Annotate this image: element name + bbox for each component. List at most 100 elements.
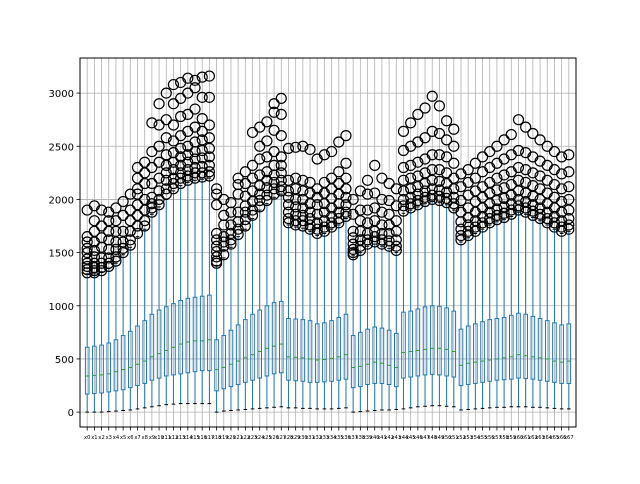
box-x27 [275,92,287,408]
outlier-point [441,177,453,190]
box-iqr [307,320,313,383]
x-tick-label: x30 [298,435,308,441]
outlier-point [448,183,460,195]
x-tick-label: x64 [542,435,552,441]
outlier-point [146,161,158,174]
outlier-point [254,140,266,152]
box-iqr [99,344,104,394]
box-iqr [171,303,176,376]
outlier-point [160,188,172,200]
outlier-point [484,212,496,225]
outlier-point [512,193,525,206]
x-tick-label: x55 [478,435,488,441]
box-x43 [390,183,402,410]
outlier-point [290,172,302,184]
outlier-point [325,172,338,184]
outlier-point [361,234,374,246]
outlier-point [426,183,438,195]
box-x61 [520,121,532,408]
outlier-point [167,177,180,190]
box-x17 [203,70,215,405]
outlier-point [419,102,431,114]
x-tick-label: x11 [161,435,171,441]
outlier-point [282,191,295,203]
x-tick-label: x6 [127,435,133,441]
box-x31 [304,143,316,409]
box-iqr [235,324,241,385]
x-tick-label: x8 [142,435,148,441]
outlier-point [441,167,453,179]
outlier-point [369,225,381,237]
outlier-point [290,215,302,227]
outlier-point [232,223,244,235]
x-tick-label: x37 [348,435,358,441]
outlier-point [426,189,438,201]
outlier-point [390,225,402,237]
outlier-point [469,172,481,184]
outlier-point [275,108,287,120]
outlier-point [527,199,539,211]
x-tick-label: x34 [327,435,337,441]
box-iqr [199,295,205,372]
outlier-point [419,177,431,190]
outlier-point [484,206,496,218]
outlier-point [153,193,165,206]
outlier-point [261,182,273,194]
outlier-point [376,219,388,231]
outlier-point [203,166,215,178]
grid-lines [80,58,576,427]
outlier-point [333,177,345,190]
outlier-point [139,220,151,232]
outlier-point [354,204,366,216]
outlier-point [556,225,568,237]
outlier-point [232,172,244,184]
x-tick-label: x5 [120,435,126,441]
outlier-point [383,177,395,190]
box-iqr [293,318,298,382]
box-iqr [185,297,191,374]
outlier-point [376,172,388,184]
x-tick-label: x21 [233,435,243,441]
box-x53 [462,164,474,410]
box-x47 [419,102,431,407]
outlier-point [131,220,144,232]
outlier-point [203,151,215,163]
box-x36 [340,130,352,409]
outlier-point [491,140,503,152]
outlier-point [354,240,366,252]
outlier-point [95,257,108,269]
outlier-point [397,185,410,197]
box-x58 [498,134,510,408]
outlier-point [175,151,187,163]
outlier-point [210,251,223,263]
box-iqr [401,311,406,379]
box-x16 [196,71,208,405]
boxes [81,70,575,413]
outlier-point [455,194,467,207]
outlier-point [239,220,251,232]
x-tick-label: x2 [98,435,104,441]
box-iqr [250,313,255,381]
outlier-point [131,209,144,221]
box-iqr [480,321,485,383]
outlier-point [254,180,266,192]
box-x38 [354,185,366,413]
outlier-point [491,172,503,184]
x-tick-label: x41 [377,435,387,441]
outlier-point [491,214,503,226]
outlier-point [189,161,201,174]
outlier-point [433,194,446,207]
outlier-point [196,125,208,137]
outlier-point [275,159,287,172]
outlier-point [189,153,201,165]
outlier-point [318,149,331,161]
outlier-point [390,244,402,257]
outlier-point [175,110,187,123]
x-tick-label: x51 [449,435,459,441]
outlier-point [405,202,417,214]
x-tick-label: x43 [391,435,401,441]
outlier-point [520,121,532,133]
outlier-point [95,220,108,232]
box-iqr [559,324,564,384]
y-tick-label: 2000 [49,195,74,206]
